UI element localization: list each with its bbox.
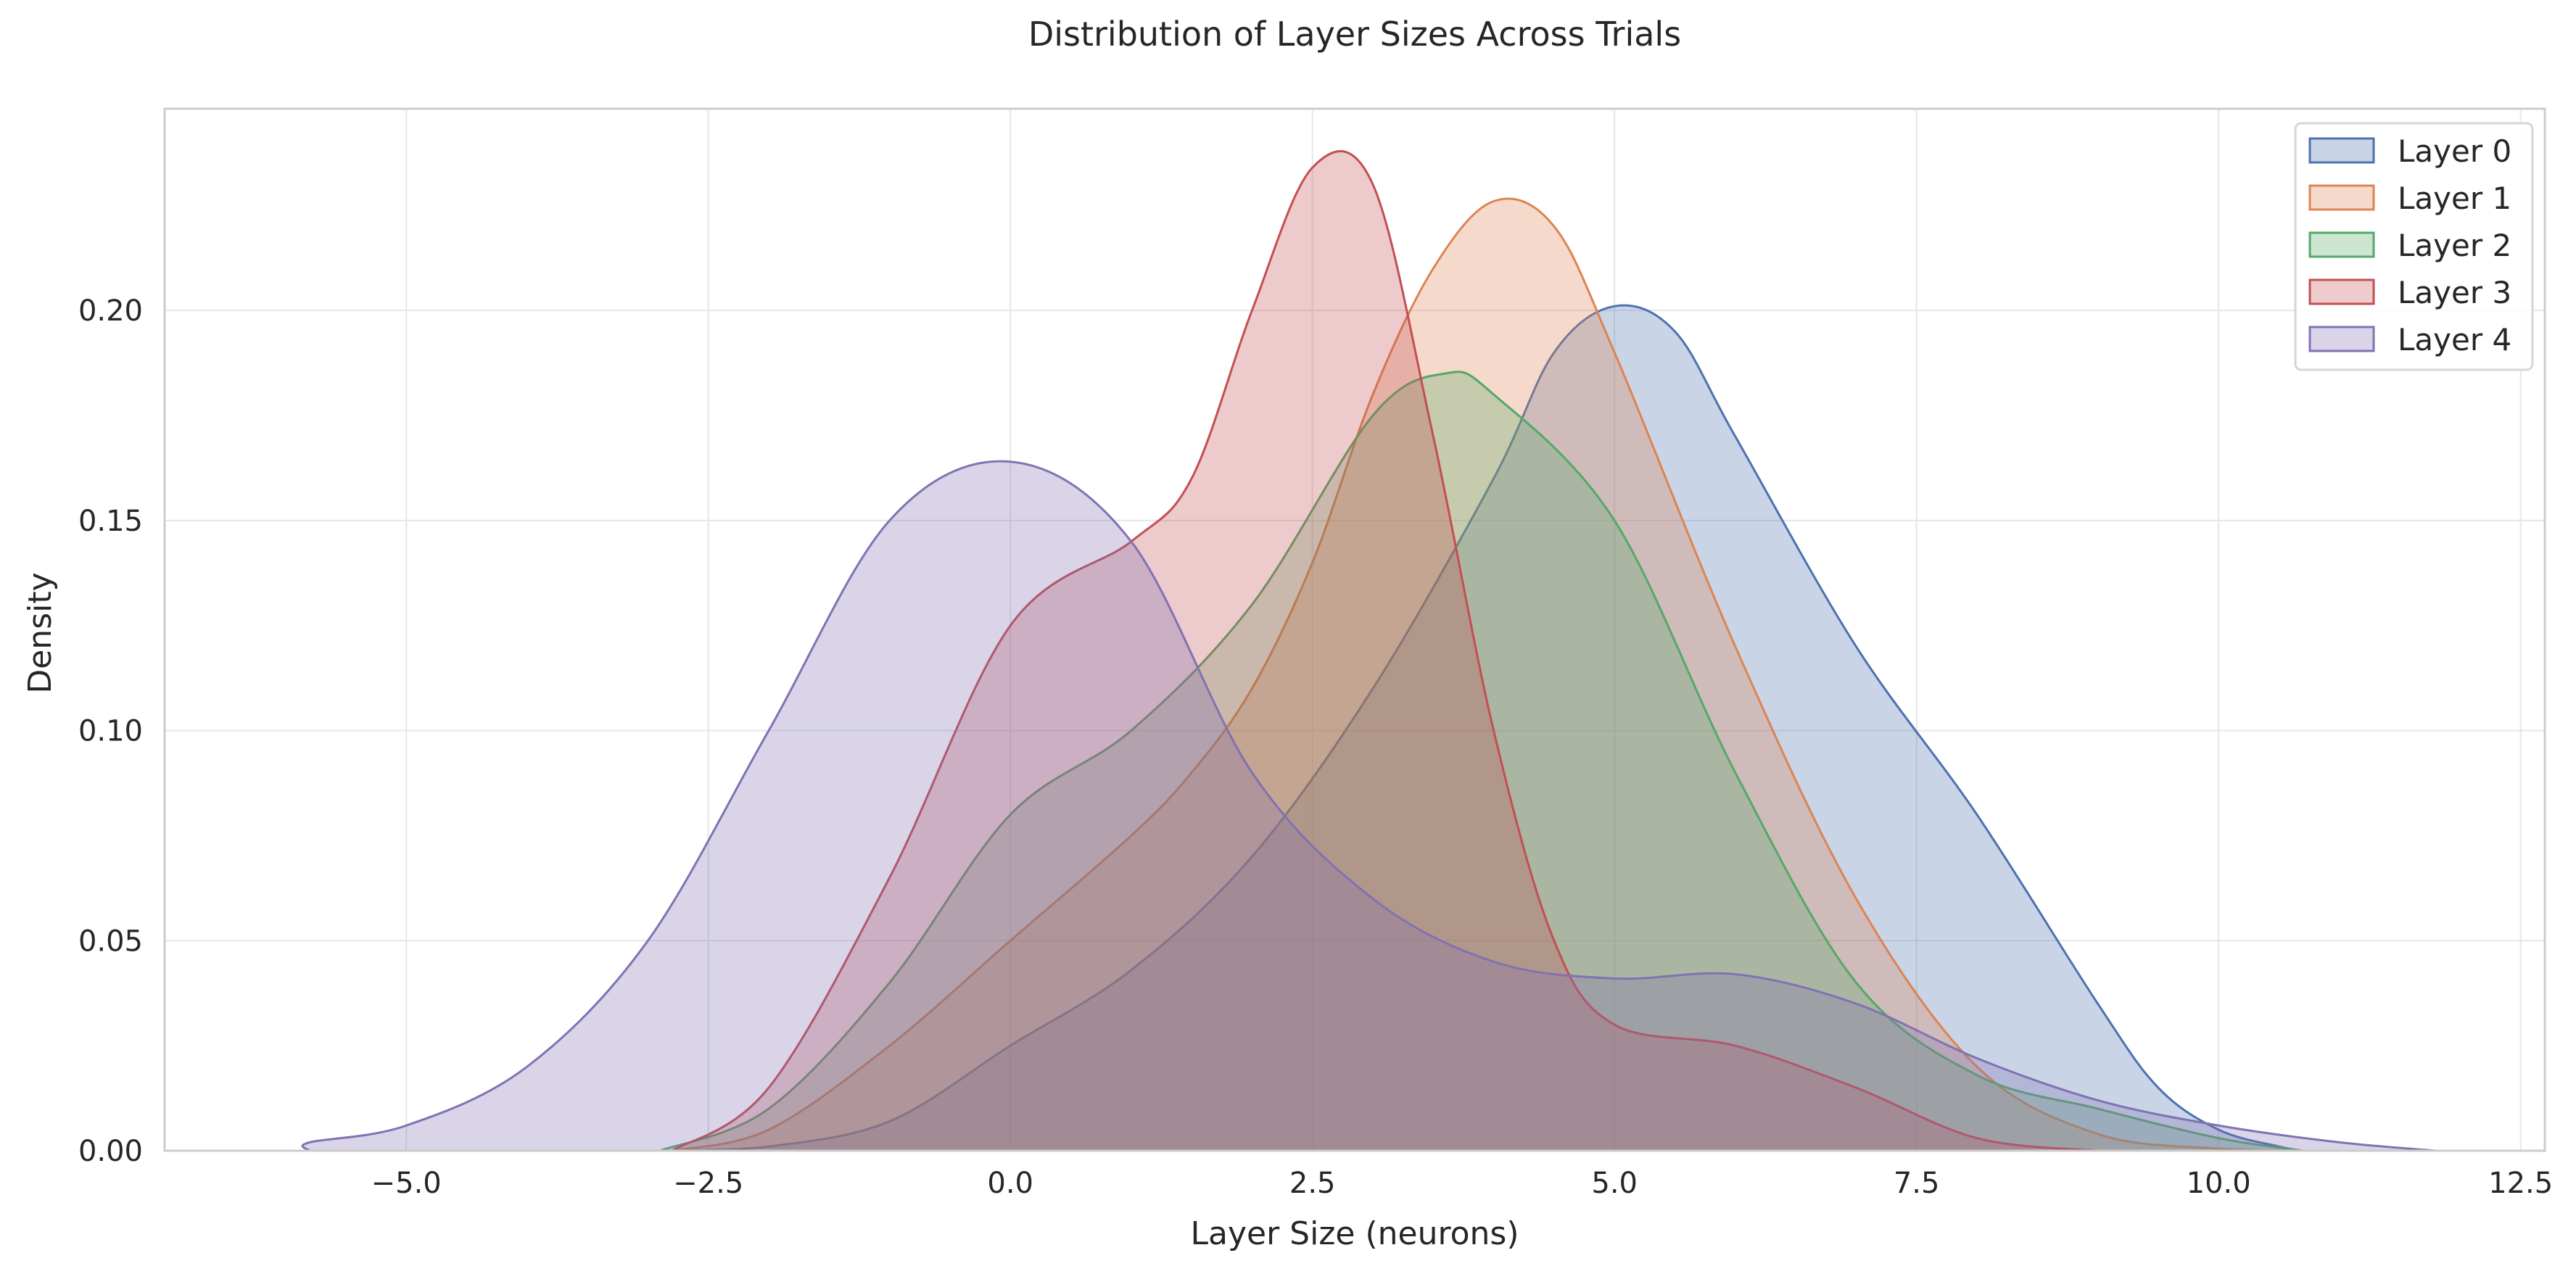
- x-tick-label: 0.0: [987, 1167, 1033, 1200]
- y-tick-label: 0.20: [78, 294, 143, 328]
- x-tick-label: 7.5: [1894, 1167, 1940, 1200]
- density-line-layer-4: [301, 460, 2437, 1152]
- density-line-layer-2: [659, 371, 2304, 1152]
- plot-frame: [163, 107, 2546, 1152]
- density-fill-layer-3: [672, 151, 2098, 1151]
- plot-background: [165, 109, 2545, 1151]
- series-group: [301, 150, 2437, 1152]
- legend-swatch: [2308, 184, 2375, 211]
- x-tick-label: 5.0: [1591, 1167, 1638, 1200]
- density-fill-layer-0: [672, 305, 2303, 1151]
- y-axis-title: Density: [22, 572, 59, 693]
- density-fill-layer-1: [672, 198, 2303, 1151]
- legend-swatch: [2308, 326, 2375, 352]
- legend-swatch: [2308, 278, 2375, 305]
- chart-title: Distribution of Layer Sizes Across Trial…: [1028, 15, 1681, 54]
- legend-label: Layer 1: [2398, 181, 2511, 216]
- legend-label: Layer 3: [2398, 275, 2511, 310]
- density-line-layer-0: [672, 304, 2304, 1152]
- x-axis-title: Layer Size (neurons): [1191, 1215, 1519, 1252]
- y-tick-label: 0.00: [78, 1135, 143, 1168]
- x-tick-label: 10.0: [2187, 1167, 2251, 1200]
- y-tick-label: 0.15: [78, 505, 143, 538]
- legend-label: Layer 4: [2398, 322, 2511, 357]
- x-tick-label: −2.5: [673, 1167, 743, 1200]
- density-line-layer-1: [672, 197, 2303, 1152]
- x-tick-label: 12.5: [2488, 1167, 2553, 1200]
- density-fill-layer-2: [660, 371, 2303, 1151]
- tick-labels: −5.0 −2.5 0.0 2.5 5.0 7.5 10.0 12.5 0.00 0.05 0.10…: [78, 294, 2553, 1200]
- legend: Layer 0 Layer 1 Layer 2 Layer 3 Layer 4: [2294, 122, 2534, 371]
- y-tick-label: 0.10: [78, 715, 143, 748]
- x-tick-label: 2.5: [1289, 1167, 1336, 1200]
- y-tick-label: 0.05: [78, 925, 143, 958]
- legend-swatch: [2308, 137, 2375, 164]
- legend-label: Layer 2: [2398, 228, 2511, 263]
- legend-label: Layer 0: [2398, 133, 2511, 169]
- legend-swatch: [2308, 231, 2375, 258]
- density-fill-layer-4: [302, 461, 2437, 1151]
- x-tick-label: −5.0: [371, 1167, 442, 1200]
- density-line-layer-3: [671, 150, 2098, 1152]
